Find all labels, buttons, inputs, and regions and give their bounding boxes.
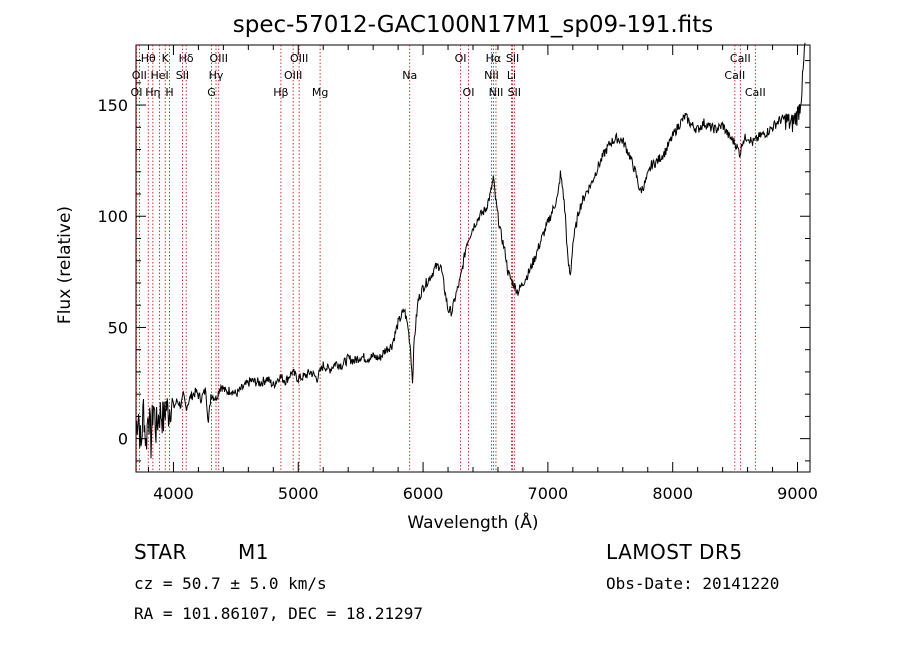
line-label: Hβ bbox=[273, 86, 288, 99]
coordinates: RA = 101.86107, DEC = 18.21297 bbox=[134, 604, 423, 623]
spectral-line-markers bbox=[136, 45, 756, 472]
x-tick-label: 9000 bbox=[777, 484, 818, 503]
line-label: Hγ bbox=[209, 69, 224, 82]
line-label: SII bbox=[508, 86, 521, 99]
y-tick-label: 50 bbox=[108, 318, 128, 337]
line-label: Li bbox=[507, 69, 516, 82]
redshift-value: cz = 50.7 ± 5.0 km/s bbox=[134, 574, 327, 593]
line-label: Hδ bbox=[179, 52, 194, 65]
y-axis: 0 50 100 150 bbox=[97, 60, 810, 462]
line-label: Hη bbox=[145, 86, 160, 99]
x-axis: 4000 5000 6000 7000 8000 9000 bbox=[147, 45, 818, 503]
line-label: H bbox=[165, 86, 173, 99]
x-tick-label: 5000 bbox=[278, 484, 319, 503]
line-label: SII bbox=[506, 52, 519, 65]
y-tick-label: 150 bbox=[97, 96, 128, 115]
line-label: CaII bbox=[745, 86, 766, 99]
line-label: OI bbox=[131, 86, 143, 99]
y-axis-label: Flux (relative) bbox=[55, 206, 75, 324]
line-label: SII bbox=[176, 69, 189, 82]
chart-title: spec-57012-GAC100N17M1_sp09-191.fits bbox=[233, 12, 713, 38]
line-label: Hα bbox=[486, 52, 502, 65]
survey-name: LAMOST DR5 bbox=[606, 540, 743, 564]
line-label: OIII bbox=[284, 69, 302, 82]
line-label: OI bbox=[463, 86, 475, 99]
line-label: Hθ bbox=[141, 52, 156, 65]
line-label: NII bbox=[484, 69, 499, 82]
line-label: OI bbox=[455, 52, 467, 65]
line-label: CaII bbox=[730, 52, 751, 65]
y-tick-label: 0 bbox=[118, 430, 128, 449]
x-tick-label: 6000 bbox=[403, 484, 444, 503]
observation-date: Obs-Date: 20141220 bbox=[606, 574, 780, 593]
plot-frame bbox=[135, 44, 811, 473]
x-tick-label: 7000 bbox=[528, 484, 569, 503]
object-subclass: M1 bbox=[238, 540, 269, 564]
line-label: NII bbox=[489, 86, 504, 99]
line-label: Mg bbox=[312, 86, 328, 99]
line-label: HeI bbox=[150, 69, 168, 82]
line-label: CaII bbox=[724, 69, 745, 82]
line-label: Na bbox=[402, 69, 417, 82]
line-label: OII bbox=[132, 69, 147, 82]
line-label: K bbox=[162, 52, 170, 65]
x-tick-label: 4000 bbox=[153, 484, 194, 503]
x-tick-label: 8000 bbox=[652, 484, 693, 503]
x-axis-label: Wavelength (Å) bbox=[407, 511, 538, 533]
line-label: OIII bbox=[290, 52, 308, 65]
line-label: OIII bbox=[210, 52, 228, 65]
line-label: G bbox=[207, 86, 216, 99]
spectrum-line bbox=[135, 42, 806, 459]
y-tick-label: 100 bbox=[97, 207, 128, 226]
object-class: STAR bbox=[134, 540, 187, 564]
